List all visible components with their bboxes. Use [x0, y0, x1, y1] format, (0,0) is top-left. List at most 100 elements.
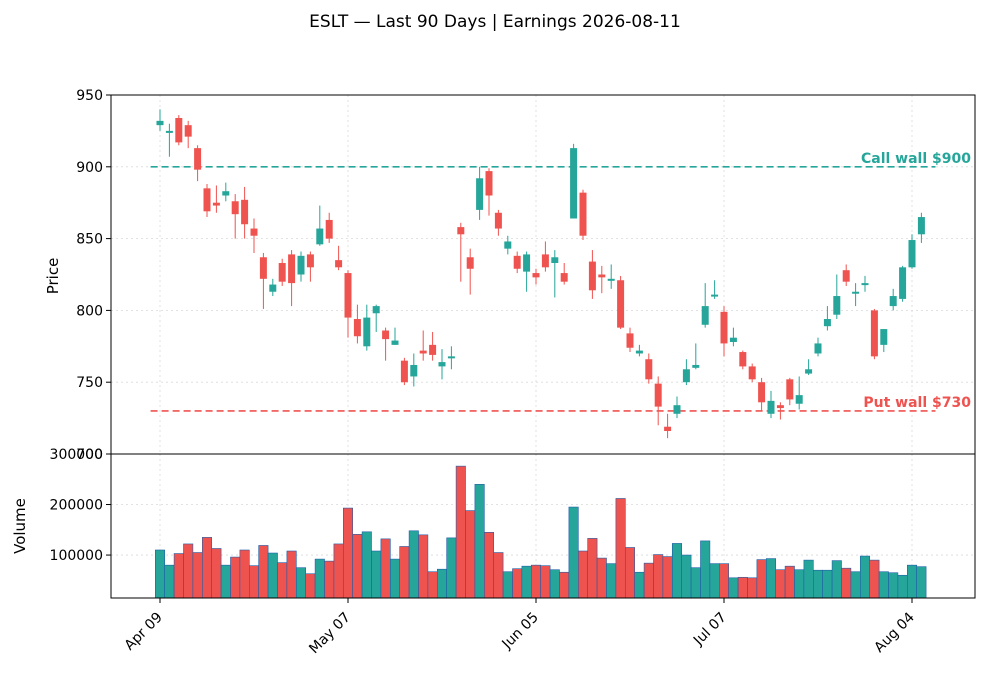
candle: [908, 234, 916, 269]
candle: [523, 251, 531, 292]
candle: [297, 251, 305, 282]
volume-bar: [812, 569, 823, 599]
volume-bar: [841, 567, 852, 599]
candle-body: [729, 337, 737, 342]
candle-body: [513, 255, 521, 269]
call-wall-label: Call wall $900: [861, 151, 971, 167]
volume-bar: [906, 564, 917, 599]
candle: [570, 143, 578, 219]
candle: [363, 304, 371, 351]
candle: [551, 250, 559, 298]
volume-bar: [587, 538, 598, 599]
candle: [617, 275, 625, 330]
candle-body: [410, 364, 418, 377]
candle-body: [382, 330, 390, 340]
volume-bar: [371, 550, 382, 599]
volume-bar: [888, 572, 899, 599]
candle-body: [494, 212, 502, 229]
candle: [212, 185, 220, 213]
candle: [278, 258, 286, 286]
candle: [889, 288, 897, 311]
volume-bar: [596, 557, 607, 599]
candle: [720, 306, 728, 357]
candle-body: [419, 350, 427, 354]
candle: [504, 235, 512, 255]
candle: [645, 353, 653, 384]
volume-bar: [916, 566, 927, 599]
volume-bar: [483, 532, 494, 599]
candle-body: [776, 405, 784, 409]
candle: [485, 168, 493, 216]
candle: [767, 390, 775, 419]
candle: [513, 251, 521, 274]
volume-bar: [220, 564, 231, 599]
candle-body: [673, 405, 681, 414]
volume-tick-label: 300000: [50, 447, 103, 463]
volume-bar: [446, 537, 457, 599]
candle: [476, 166, 484, 220]
candle-body: [372, 306, 380, 314]
volume-bar: [653, 554, 664, 599]
volume-bar: [418, 534, 429, 599]
volume-bar: [775, 569, 786, 599]
candle-body: [222, 191, 230, 196]
candle-body: [391, 340, 399, 345]
volume-bar: [634, 571, 645, 599]
volume-bar: [249, 565, 260, 599]
candle: [917, 212, 925, 243]
candle: [776, 402, 784, 420]
candle: [466, 248, 474, 295]
volume-bar: [267, 552, 278, 599]
candle-body: [852, 291, 860, 294]
volume-bar: [765, 558, 776, 599]
candle-body: [203, 188, 211, 212]
volume-bar: [277, 562, 288, 599]
candle: [748, 363, 756, 383]
candle-body: [870, 310, 878, 357]
volume-bar: [897, 574, 908, 599]
candle: [269, 278, 277, 297]
volume-series: [155, 465, 927, 599]
candle-body: [579, 192, 587, 236]
volume-bar: [728, 577, 739, 599]
volume-bar: [164, 564, 175, 599]
candle-body: [588, 261, 596, 291]
candle-body: [541, 254, 549, 268]
candle-body: [861, 283, 869, 286]
volume-bar: [530, 564, 541, 599]
price-tick-label: 900: [76, 160, 103, 176]
volume-bar: [155, 549, 166, 599]
date-tick-label: Jul 07: [690, 610, 730, 650]
volume-tick-label: 100000: [50, 548, 103, 564]
candle: [344, 270, 352, 338]
candle-body: [504, 241, 512, 249]
candle: [231, 194, 239, 239]
candle-body: [259, 257, 267, 279]
candle-body: [711, 294, 719, 297]
candle: [222, 182, 230, 202]
volume-bar: [700, 540, 711, 599]
candle: [203, 184, 211, 218]
volume-bar: [314, 558, 325, 599]
candle-body: [165, 130, 173, 133]
candle-body: [739, 352, 747, 367]
volume-bar: [831, 560, 842, 599]
volume-bar: [747, 577, 758, 599]
volume-bar: [202, 537, 213, 599]
candle-body: [316, 228, 324, 245]
volume-bar: [333, 543, 344, 599]
candle-body: [598, 274, 606, 278]
candle: [729, 327, 737, 347]
candle: [786, 377, 794, 406]
volume-bar: [427, 571, 438, 599]
candle: [805, 359, 813, 376]
candle-body: [466, 257, 474, 269]
volume-bar: [859, 555, 870, 599]
candle-body: [231, 201, 239, 215]
candle: [541, 241, 549, 272]
chart-title: ESLT — Last 90 Days | Earnings 2026-08-1…: [309, 12, 681, 32]
candle-body: [523, 254, 531, 272]
volume-bar: [361, 531, 372, 599]
price-tick-label: 700: [76, 447, 103, 463]
